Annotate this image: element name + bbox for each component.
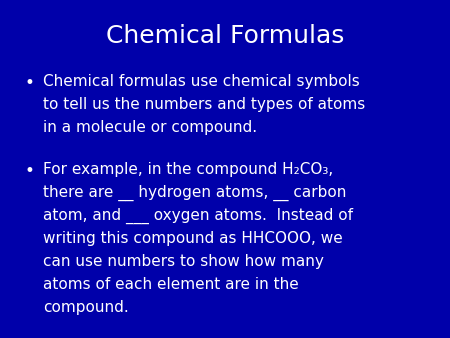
Text: in a molecule or compound.: in a molecule or compound.	[43, 120, 257, 135]
Text: •: •	[25, 74, 35, 92]
Text: atoms of each element are in the: atoms of each element are in the	[43, 277, 298, 292]
Text: can use numbers to show how many: can use numbers to show how many	[43, 254, 324, 269]
Text: there are __ hydrogen atoms, __ carbon: there are __ hydrogen atoms, __ carbon	[43, 185, 346, 201]
Text: atom, and ___ oxygen atoms.  Instead of: atom, and ___ oxygen atoms. Instead of	[43, 208, 353, 224]
Text: •: •	[25, 162, 35, 180]
Text: Chemical formulas use chemical symbols: Chemical formulas use chemical symbols	[43, 74, 360, 89]
Text: to tell us the numbers and types of atoms: to tell us the numbers and types of atom…	[43, 97, 365, 112]
Text: Chemical Formulas: Chemical Formulas	[106, 24, 344, 48]
Text: writing this compound as HHCOOO, we: writing this compound as HHCOOO, we	[43, 231, 342, 246]
Text: For example, in the compound H₂CO₃,: For example, in the compound H₂CO₃,	[43, 162, 333, 177]
Text: compound.: compound.	[43, 300, 129, 315]
